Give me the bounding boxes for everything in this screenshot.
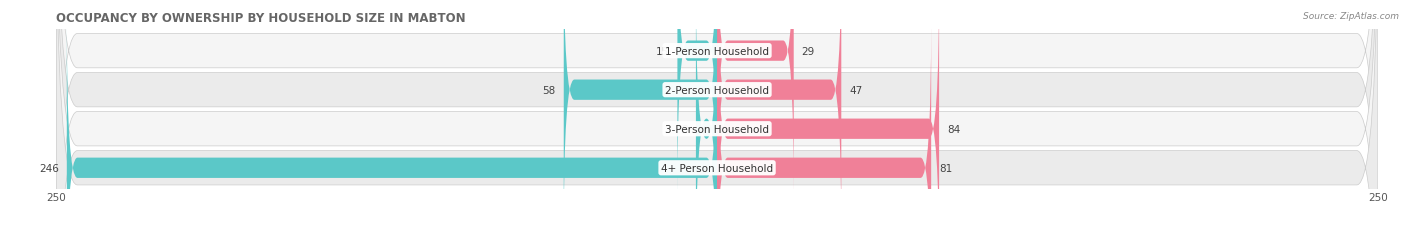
Text: 84: 84 [948, 124, 960, 134]
Text: 58: 58 [543, 85, 555, 95]
Text: Source: ZipAtlas.com: Source: ZipAtlas.com [1303, 12, 1399, 21]
Text: 3-Person Household: 3-Person Household [665, 124, 769, 134]
FancyBboxPatch shape [678, 0, 717, 197]
Text: 4+ Person Household: 4+ Person Household [661, 163, 773, 173]
FancyBboxPatch shape [56, 0, 1378, 231]
Text: 81: 81 [939, 163, 952, 173]
FancyBboxPatch shape [717, 23, 931, 231]
FancyBboxPatch shape [564, 0, 717, 231]
FancyBboxPatch shape [717, 0, 939, 231]
FancyBboxPatch shape [56, 0, 1378, 231]
Text: 47: 47 [849, 85, 862, 95]
FancyBboxPatch shape [717, 0, 794, 197]
FancyBboxPatch shape [67, 23, 717, 231]
Text: 15: 15 [657, 46, 669, 56]
FancyBboxPatch shape [696, 0, 717, 231]
FancyBboxPatch shape [56, 0, 1378, 231]
Text: 8: 8 [682, 124, 688, 134]
Text: 2-Person Household: 2-Person Household [665, 85, 769, 95]
Text: 246: 246 [39, 163, 59, 173]
FancyBboxPatch shape [717, 0, 841, 231]
Text: 29: 29 [801, 46, 815, 56]
Text: 1-Person Household: 1-Person Household [665, 46, 769, 56]
FancyBboxPatch shape [56, 0, 1378, 231]
Text: OCCUPANCY BY OWNERSHIP BY HOUSEHOLD SIZE IN MABTON: OCCUPANCY BY OWNERSHIP BY HOUSEHOLD SIZE… [56, 12, 465, 25]
